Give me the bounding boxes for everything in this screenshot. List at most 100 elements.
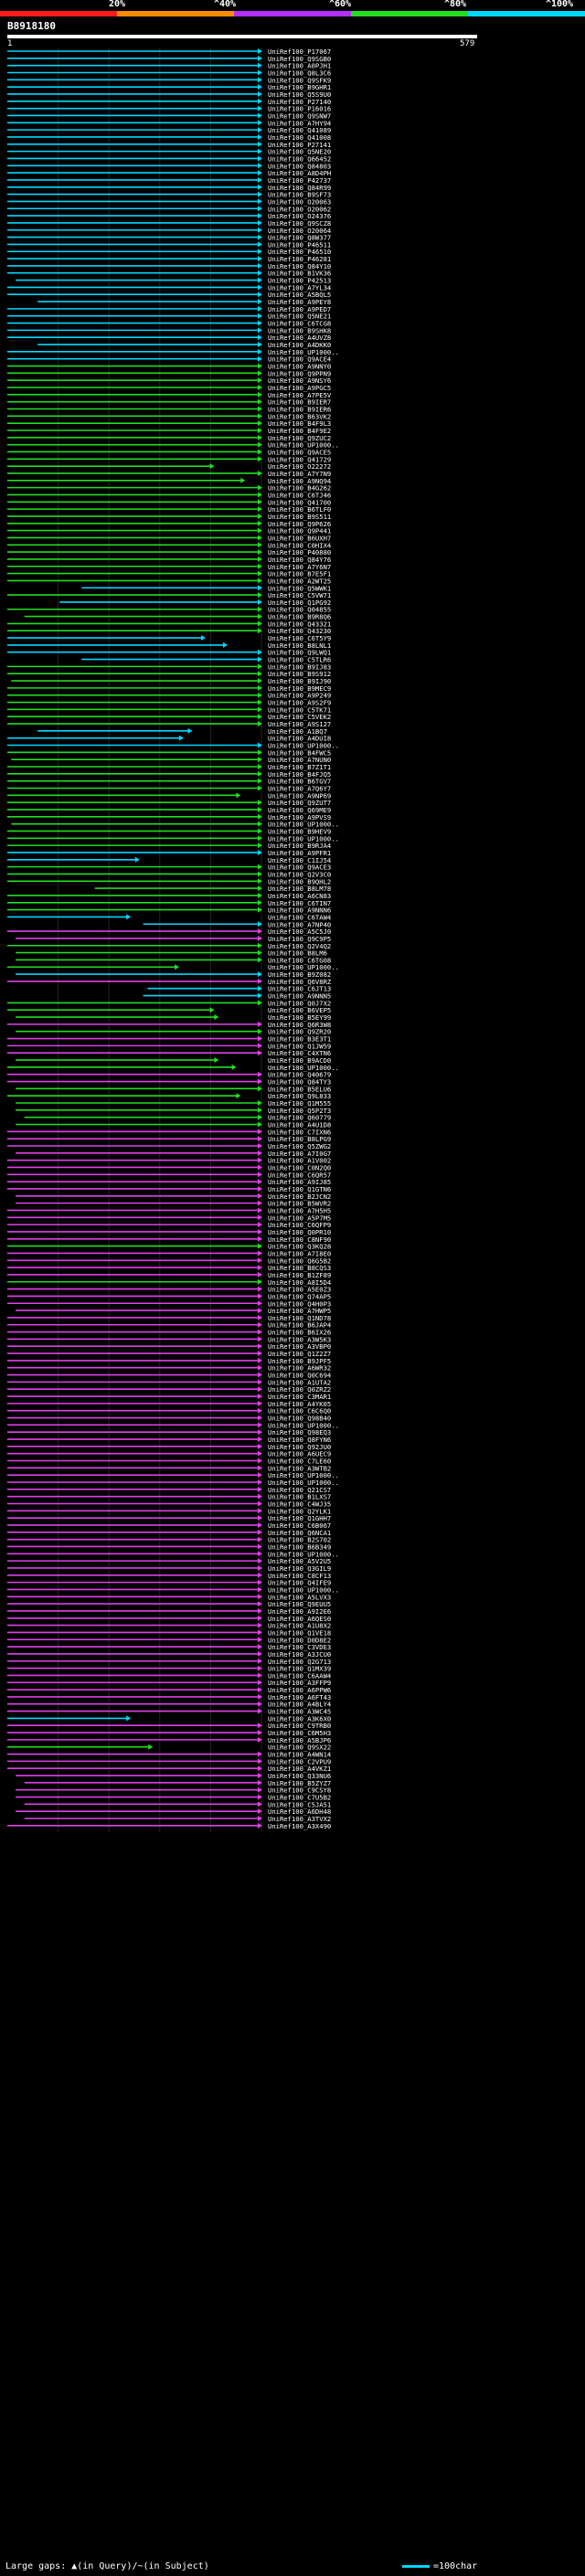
hit-row[interactable]: UniRef100_Q6V8RZ	[7, 978, 332, 986]
hit-row[interactable]: UniRef100_B9JPF5	[7, 1357, 331, 1365]
hit-row[interactable]: UniRef100_Q3KQ28	[7, 1243, 331, 1251]
hit-label[interactable]: UniRef100_UP1000..	[268, 1064, 339, 1072]
hit-label[interactable]: UniRef100_C1IJ54	[268, 856, 331, 864]
hit-row[interactable]: UniRef100_P46511	[7, 240, 331, 249]
hit-label[interactable]: UniRef100_UP1000..	[268, 441, 339, 450]
hit-label[interactable]: UniRef100_Q6G5B2	[268, 1256, 331, 1265]
hit-row[interactable]: UniRef100_C6TJ46	[7, 491, 331, 499]
hit-row[interactable]: UniRef100_Q92JU0	[7, 1443, 331, 1451]
hit-row[interactable]: UniRef100_B9S511	[7, 513, 331, 521]
hit-row[interactable]: UniRef100_P42737	[7, 176, 331, 185]
hit-row[interactable]: UniRef100_A7Q6Y7	[7, 784, 331, 792]
hit-row[interactable]: UniRef100_A1UTA2	[7, 1378, 331, 1386]
hit-label[interactable]: UniRef100_C5VEK2	[268, 713, 331, 721]
hit-row[interactable]: UniRef100_B6VEP5	[7, 1006, 331, 1014]
hit-label[interactable]: UniRef100_Q41008	[268, 133, 331, 142]
hit-label[interactable]: UniRef100_B1VK36	[268, 270, 331, 278]
hit-row[interactable]: UniRef100_Q5NE20	[7, 148, 331, 156]
hit-row[interactable]: UniRef100_A9P249	[7, 692, 331, 700]
hit-row[interactable]: UniRef100_B9IJ90	[11, 677, 331, 685]
hit-label[interactable]: UniRef100_Q33NU6	[268, 1772, 331, 1780]
hit-label[interactable]: UniRef100_A3WC45	[268, 1708, 331, 1716]
hit-row[interactable]: UniRef100_A9S2F9	[7, 699, 331, 707]
hit-label[interactable]: UniRef100_A6PPW6	[268, 1686, 331, 1694]
hit-label[interactable]: UniRef100_Q98B40	[268, 1415, 331, 1423]
hit-label[interactable]: UniRef100_Q9ACE4	[268, 355, 331, 364]
hit-label[interactable]: UniRef100_B8LPG9	[268, 1135, 331, 1143]
hit-label[interactable]: UniRef100_A9PED7	[268, 305, 331, 313]
hit-label[interactable]: UniRef100_A0PJH1	[268, 62, 331, 70]
hit-label[interactable]: UniRef100_B9IJ83	[268, 663, 331, 671]
hit-label[interactable]: UniRef100_B9ACD0	[268, 1056, 331, 1065]
hit-label[interactable]: UniRef100_Q1M555	[268, 1099, 331, 1108]
hit-label[interactable]: UniRef100_Q6NCA1	[268, 1529, 331, 1537]
hit-row[interactable]: UniRef100_B9IER7	[7, 398, 331, 407]
hit-label[interactable]: UniRef100_B5WVR2	[268, 1200, 331, 1208]
hit-row[interactable]: UniRef100_C5VW71	[7, 591, 331, 599]
hit-row[interactable]: UniRef100_O20064	[7, 227, 331, 235]
hit-label[interactable]: UniRef100_Q0ZRZ2	[268, 1385, 331, 1394]
hit-label[interactable]: UniRef100_O22272	[268, 462, 331, 471]
hit-label[interactable]: UniRef100_Q2YLK1	[268, 1507, 331, 1515]
hit-row[interactable]: UniRef100_Q9P441	[7, 527, 331, 535]
hit-row[interactable]: UniRef100_Q21CS7	[7, 1486, 331, 1494]
hit-label[interactable]: UniRef100_C7IXN6	[268, 1128, 331, 1136]
hit-label[interactable]: UniRef100_A6CN83	[268, 892, 331, 900]
hit-row[interactable]: UniRef100_B7Z1T1	[7, 763, 331, 771]
hit-row[interactable]: UniRef100_Q9C9P5	[16, 935, 331, 943]
hit-row[interactable]: UniRef100_B9IJ83	[7, 663, 331, 671]
hit-label[interactable]: UniRef100_Q0J7X2	[268, 999, 331, 1007]
hit-label[interactable]: UniRef100_C5TK71	[268, 705, 331, 714]
hit-row[interactable]: UniRef100_P40880	[7, 548, 331, 557]
hit-label[interactable]: UniRef100_C6TAW4	[268, 913, 331, 921]
hit-label[interactable]: UniRef100_A3TVX2	[268, 1815, 331, 1823]
hit-row[interactable]: UniRef100_Q1JW59	[7, 1042, 331, 1050]
hit-label[interactable]: UniRef100_B9IER7	[268, 398, 331, 407]
hit-label[interactable]: UniRef100_Q5NE21	[268, 313, 331, 321]
hit-label[interactable]: UniRef100_Q6V8RZ	[268, 978, 332, 986]
hit-label[interactable]: UniRef100_A1BQ7	[268, 727, 327, 736]
hit-label[interactable]: UniRef100_Q9ZUC2	[268, 434, 331, 442]
hit-label[interactable]: UniRef100_A4YK05	[268, 1400, 331, 1408]
hit-row[interactable]: UniRef100_A6FT43	[7, 1693, 331, 1701]
hit-row[interactable]: UniRef100_Q2G713	[7, 1658, 331, 1666]
hit-row[interactable]: UniRef100_C6TIN7	[7, 899, 331, 907]
hit-label[interactable]: UniRef100_A3VBP0	[268, 1342, 331, 1351]
hit-row[interactable]: UniRef100_Q9SCZ8	[7, 219, 331, 228]
hit-label[interactable]: UniRef100_A7Y7N9	[268, 470, 331, 478]
hit-label[interactable]: UniRef100_B9HEV9	[268, 827, 331, 835]
hit-row[interactable]: UniRef100_A4U1D8	[16, 1121, 331, 1129]
hit-row[interactable]: UniRef100_Q84R99	[7, 184, 331, 192]
hit-label[interactable]: UniRef100_A7HY94	[268, 119, 331, 127]
hit-row[interactable]: UniRef100_A4BLY4	[7, 1701, 331, 1709]
hit-label[interactable]: UniRef100_A4BLY4	[268, 1701, 331, 1709]
hit-label[interactable]: UniRef100_Q2G713	[268, 1658, 331, 1666]
hit-row[interactable]: UniRef100_A9NSY6	[7, 376, 331, 385]
hit-label[interactable]: UniRef100_B1LXS7	[268, 1493, 331, 1501]
hit-row[interactable]: UniRef100_Q8L3C6	[7, 69, 331, 77]
hit-label[interactable]: UniRef100_B9Z082	[268, 970, 331, 979]
hit-label[interactable]: UniRef100_C6TJ46	[268, 491, 331, 499]
hit-row[interactable]: UniRef100_Q0C694	[7, 1372, 331, 1380]
hit-label[interactable]: UniRef100_B7Z1T1	[268, 763, 331, 771]
hit-label[interactable]: UniRef100_A3K6X0	[268, 1714, 331, 1723]
hit-row[interactable]: UniRef100_B1LXS7	[7, 1493, 331, 1501]
hit-label[interactable]: UniRef100_A9NNN6	[268, 906, 331, 915]
hit-row[interactable]: UniRef100_B9QHL2	[7, 877, 331, 885]
hit-label[interactable]: UniRef100_P17067	[268, 48, 331, 56]
hit-row[interactable]: UniRef100_C9TRB0	[7, 1722, 331, 1730]
hit-row[interactable]: UniRef100_O20062	[7, 205, 331, 213]
hit-row[interactable]: UniRef100_Q1GHH7	[7, 1514, 331, 1522]
hit-label[interactable]: UniRef100_C4XTN6	[268, 1049, 331, 1057]
hit-row[interactable]: UniRef100_B8LNL1	[7, 641, 331, 650]
hit-row[interactable]: UniRef100_Q5WWK1	[81, 584, 331, 592]
hit-label[interactable]: UniRef100_A4VKZ1	[268, 1765, 331, 1773]
hit-row[interactable]: UniRef100_Q1VE18	[7, 1628, 331, 1637]
hit-row[interactable]: UniRef100_C7IXN6	[7, 1128, 331, 1136]
hit-row[interactable]: UniRef100_Q2V4Q2	[7, 942, 331, 950]
hit-label[interactable]: UniRef100_Q2V4Q2	[268, 942, 331, 950]
hit-label[interactable]: UniRef100_A9S2F9	[268, 699, 331, 707]
hit-label[interactable]: UniRef100_B9QHL2	[268, 877, 331, 885]
hit-label[interactable]: UniRef100_C6JT13	[268, 985, 331, 993]
hit-row[interactable]: UniRef100_A5BQL5	[7, 291, 331, 299]
